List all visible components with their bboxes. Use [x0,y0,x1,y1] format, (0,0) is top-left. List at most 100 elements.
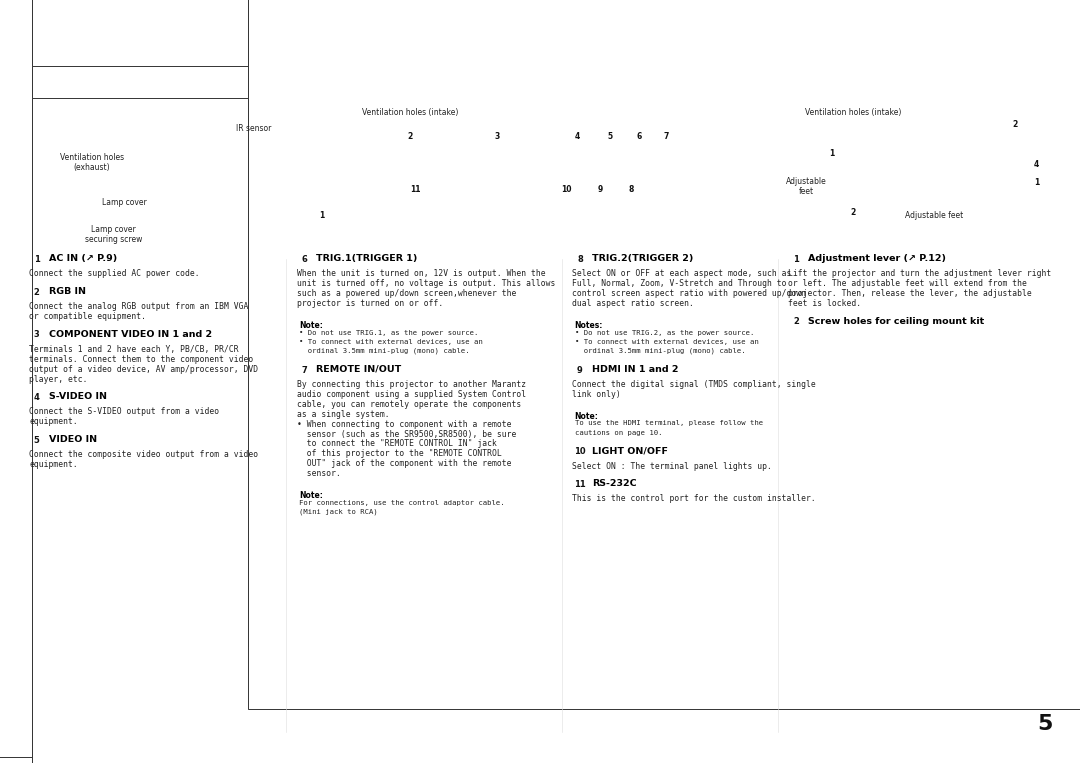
Text: such as a powered up/down screen,whenever the: such as a powered up/down screen,wheneve… [297,289,516,298]
FancyBboxPatch shape [570,409,759,446]
FancyBboxPatch shape [27,74,697,95]
Text: HDMI IN 1 and 2: HDMI IN 1 and 2 [592,365,678,374]
Text: 2: 2 [1013,120,1017,129]
Text: 7: 7 [664,132,669,141]
Text: 3: 3 [33,330,40,340]
Text: • To connect with external devices, use an: • To connect with external devices, use … [575,339,758,345]
Text: link only): link only) [572,390,621,399]
Text: projector is turned on or off.: projector is turned on or off. [297,299,443,308]
Text: Select ON : The terminal panel lights up.: Select ON : The terminal panel lights up… [572,462,772,471]
Text: 7: 7 [301,365,308,375]
Text: 8: 8 [577,255,583,264]
Text: 3: 3 [495,132,499,141]
Text: 10: 10 [575,447,585,456]
FancyBboxPatch shape [295,488,538,525]
Text: Connect the digital signal (TMDS compliant, single: Connect the digital signal (TMDS complia… [572,380,816,389]
Text: unit is turned off, no voltage is output. This allows: unit is turned off, no voltage is output… [297,279,555,288]
FancyBboxPatch shape [0,0,969,580]
Text: VIDEO IN: VIDEO IN [49,435,97,444]
Text: 6: 6 [637,132,642,141]
Text: as a single system.: as a single system. [297,410,390,419]
Text: 1: 1 [829,149,834,158]
Text: 1: 1 [1035,178,1039,187]
Text: audio component using a supplied System Control: audio component using a supplied System … [297,390,526,399]
FancyBboxPatch shape [0,0,1050,526]
Text: 2: 2 [793,317,799,327]
Text: to connect the "REMOTE CONTROL IN" jack: to connect the "REMOTE CONTROL IN" jack [297,439,497,449]
Text: ENGLISH: ENGLISH [1057,118,1066,156]
FancyBboxPatch shape [462,0,1080,514]
FancyBboxPatch shape [57,0,1080,526]
Text: 4: 4 [576,132,580,141]
Text: or compatible equipment.: or compatible equipment. [29,312,146,321]
Text: Connect the composite video output from a video: Connect the composite video output from … [29,450,258,459]
Text: 5: 5 [1038,714,1053,734]
Text: 9: 9 [577,365,583,375]
Text: This is the control port for the custom installer.: This is the control port for the custom … [572,494,816,504]
Text: cautions on page 10.: cautions on page 10. [575,430,662,436]
FancyBboxPatch shape [32,66,1080,763]
Text: Ventilation holes
(exhaust): Ventilation holes (exhaust) [59,153,124,172]
Text: AC IN (↗ P.9): AC IN (↗ P.9) [49,254,117,263]
FancyBboxPatch shape [32,0,1080,757]
Text: Select ON or OFF at each aspect mode, such as: Select ON or OFF at each aspect mode, su… [572,269,792,278]
Text: cable, you can remotely operate the components: cable, you can remotely operate the comp… [297,400,522,409]
FancyBboxPatch shape [32,98,1080,763]
FancyBboxPatch shape [0,0,852,646]
Text: Adjustable feet: Adjustable feet [905,211,963,221]
FancyBboxPatch shape [0,0,584,679]
Text: 1: 1 [33,255,40,264]
Text: IR sensor: IR sensor [237,124,271,133]
Text: 11: 11 [410,185,421,195]
Text: Ventilation holes (intake): Ventilation holes (intake) [805,108,902,118]
Text: sensor.: sensor. [297,469,341,478]
Text: ordinal 3.5mm mini-plug (mono) cable.: ordinal 3.5mm mini-plug (mono) cable. [575,348,745,355]
Text: RGB IN: RGB IN [49,287,85,296]
Text: Adjustable
feet: Adjustable feet [786,177,827,196]
FancyBboxPatch shape [0,0,963,526]
FancyBboxPatch shape [32,0,1080,646]
Text: Connect the analog RGB output from an IBM VGA: Connect the analog RGB output from an IB… [29,302,248,311]
FancyBboxPatch shape [27,103,734,237]
FancyBboxPatch shape [25,0,1080,526]
Text: Lamp cover: Lamp cover [102,198,147,208]
FancyBboxPatch shape [48,0,1080,580]
FancyBboxPatch shape [300,0,1080,602]
Text: RS-232C: RS-232C [592,479,636,488]
Text: TRIG.2(TRIGGER 2): TRIG.2(TRIGGER 2) [592,254,693,263]
FancyBboxPatch shape [772,74,1048,95]
Text: 10: 10 [561,185,571,195]
Text: 9: 9 [598,185,603,195]
Text: For connections, use the control adaptor cable.: For connections, use the control adaptor… [299,500,504,506]
Text: Lamp cover
securing screw: Lamp cover securing screw [84,225,143,244]
FancyBboxPatch shape [248,0,1080,709]
Text: 11: 11 [575,480,585,489]
FancyBboxPatch shape [1050,92,1074,183]
Text: • Do not use TRIG.1, as the power source.: • Do not use TRIG.1, as the power source… [299,330,478,336]
Text: equipment.: equipment. [29,460,78,469]
Text: 1: 1 [320,211,324,221]
Text: 4: 4 [33,393,40,402]
Text: Rear and Terminals View: Rear and Terminals View [38,78,202,92]
Text: 2: 2 [851,208,855,217]
Text: COMPONENT VIDEO IN 1 and 2: COMPONENT VIDEO IN 1 and 2 [49,330,212,339]
Text: Full, Normal, Zoom, V-Stretch and Through to: Full, Normal, Zoom, V-Stretch and Throug… [572,279,787,288]
FancyBboxPatch shape [484,0,1080,572]
Text: • Do not use TRIG.2, as the power source.: • Do not use TRIG.2, as the power source… [575,330,754,336]
Text: Adjustment lever (↗ P.12): Adjustment lever (↗ P.12) [808,254,946,263]
FancyBboxPatch shape [772,103,1048,229]
Text: 8: 8 [629,185,633,195]
Text: 5: 5 [608,132,612,141]
FancyBboxPatch shape [0,0,584,646]
Text: of this projector to the "REMOTE CONTROL: of this projector to the "REMOTE CONTROL [297,449,502,459]
Text: By connecting this projector to another Marantz: By connecting this projector to another … [297,380,526,389]
Text: • To connect with external devices, use an: • To connect with external devices, use … [299,339,483,345]
Text: S-VIDEO IN: S-VIDEO IN [49,392,107,401]
Text: 6: 6 [301,255,308,264]
Text: Notes:: Notes: [575,321,603,330]
Text: Terminals 1 and 2 have each Y, PB/CB, PR/CR: Terminals 1 and 2 have each Y, PB/CB, PR… [29,345,239,354]
Text: REMOTE IN/OUT: REMOTE IN/OUT [316,365,402,374]
Text: Note:: Note: [575,412,598,421]
Text: Bottom View: Bottom View [783,78,867,92]
FancyBboxPatch shape [0,0,584,722]
